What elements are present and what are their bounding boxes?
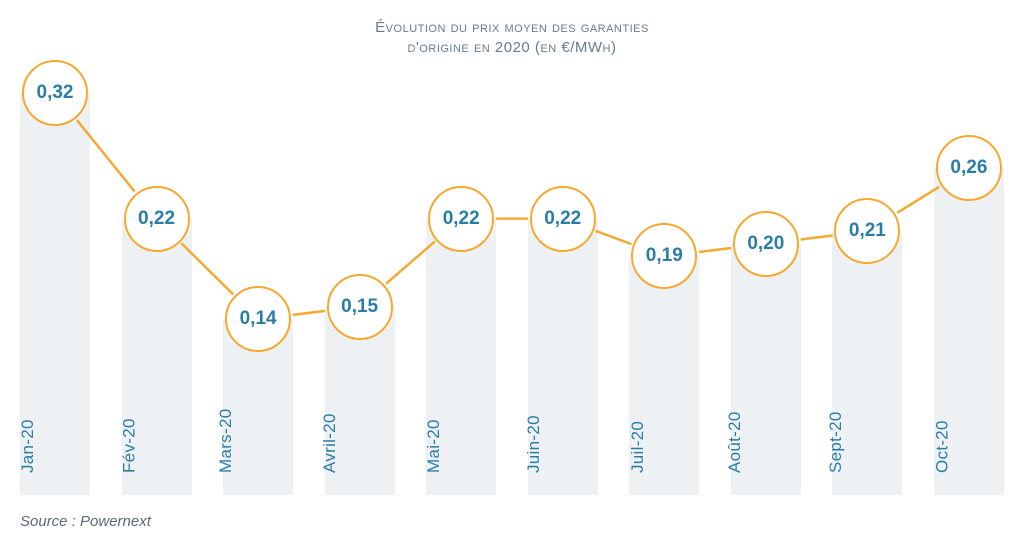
value-bubble: 0,20: [733, 211, 799, 277]
category-label: Jan-20: [18, 419, 38, 473]
bars-container: 0,32Jan-200,22Fév-200,14Mars-200,15Avril…: [20, 60, 1004, 495]
bar-slot: 0,26 Oct-20: [934, 60, 1004, 495]
category-label: Sept-20: [827, 411, 847, 473]
category-label: Mars-20: [216, 409, 236, 473]
chart-area: 0,32Jan-200,22Fév-200,14Mars-200,15Avril…: [20, 60, 1004, 495]
bar-slot: 0,19 Juil-20: [629, 60, 699, 495]
bar-slot: 0,22Juin-20: [528, 60, 598, 495]
value-bubble: 0,21: [834, 198, 900, 264]
bar-slot: 0,20Août-20: [731, 60, 801, 495]
value-bubble: 0,26: [936, 135, 1002, 201]
category-label: Mai-20: [424, 419, 444, 473]
category-label: Oct-20: [933, 420, 953, 473]
category-label: Juil-20: [628, 421, 648, 473]
bar-slot: 0,15Avril-20: [325, 60, 395, 495]
chart-title: Évolution du prix moyen des garanties d'…: [0, 0, 1024, 59]
bar-slot: 0,32 Jan-20: [20, 60, 90, 495]
title-line-2: d'origine en 2020 (en €/MWh): [408, 39, 617, 56]
value-bubble: 0,22: [530, 186, 596, 252]
value-bubble: 0,19: [631, 223, 697, 289]
category-label: Avril-20: [320, 413, 340, 473]
title-line-1: Évolution du prix moyen des garanties: [375, 19, 649, 36]
value-bubble: 0,14: [225, 286, 291, 352]
value-bubble: 0,22: [428, 186, 494, 252]
bar-slot: 0,14Mars-20: [223, 60, 293, 495]
bar-slot: 0,22 Fév-20: [122, 60, 192, 495]
value-bubble: 0,22: [124, 186, 190, 252]
bar-slot: 0,21Sept-20: [832, 60, 902, 495]
value-bubble: 0,15: [327, 274, 393, 340]
bar-slot: 0,22 Mai-20: [426, 60, 496, 495]
value-bubble: 0,32: [22, 60, 88, 126]
category-label: Fév-20: [119, 418, 139, 473]
category-label: Août-20: [725, 411, 745, 473]
source-label: Source : Powernext: [20, 513, 151, 530]
category-label: Juin-20: [524, 415, 544, 473]
